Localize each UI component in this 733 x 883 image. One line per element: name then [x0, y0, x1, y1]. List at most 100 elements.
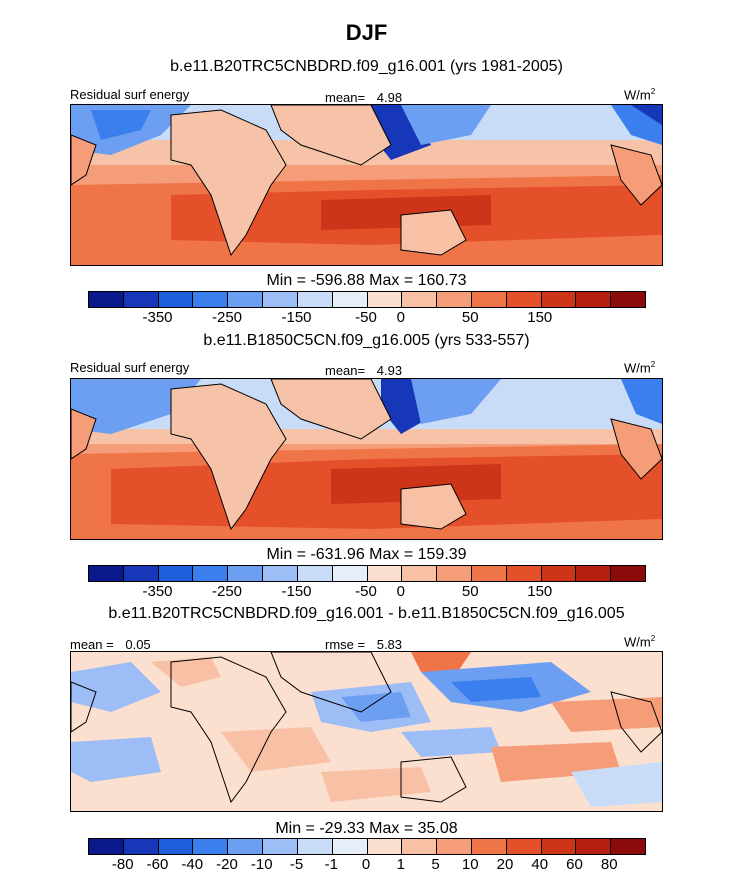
- colorbar-swatch: [367, 839, 403, 854]
- colorbar-tick-label: 40: [531, 856, 549, 873]
- colorbar-swatch: [89, 839, 124, 854]
- colorbar-swatch: [402, 566, 438, 581]
- panel3-map: [70, 651, 663, 812]
- panel2-colorbar: [88, 565, 646, 582]
- colorbar-tick-label: 80: [600, 856, 618, 873]
- colorbar-swatch: [193, 839, 229, 854]
- colorbar-swatch: [437, 292, 472, 307]
- colorbar-swatch: [541, 839, 577, 854]
- colorbar-swatch: [228, 292, 264, 307]
- panel1-mean: mean= 4.98: [325, 90, 402, 105]
- panel2-mean: mean= 4.93: [325, 363, 402, 378]
- colorbar-tick-label: 0: [361, 856, 371, 873]
- colorbar-swatch: [193, 566, 229, 581]
- colorbar-tick-label: 50: [461, 309, 479, 326]
- colorbar-tick-label: 1: [396, 856, 405, 873]
- colorbar-swatch: [89, 566, 124, 581]
- colorbar-tick-label: 20: [496, 856, 514, 873]
- panel2-mean-label: mean=: [325, 363, 366, 378]
- colorbar-swatch: [332, 839, 368, 854]
- panel3-rmse-label: rmse =: [325, 637, 366, 652]
- colorbar-tick-label: 10: [461, 856, 479, 873]
- colorbar-swatch: [541, 292, 577, 307]
- colorbar-swatch: [576, 839, 612, 854]
- colorbar-swatch: [576, 292, 612, 307]
- panel2-colorbar-ticks: -350 -250 -150 -50 0 50 150: [88, 583, 646, 601]
- colorbar-tick-label: -50: [355, 309, 377, 326]
- panel3-mean-label: mean =: [70, 637, 114, 652]
- colorbar-swatch: [158, 839, 194, 854]
- panel2-variable-label: Residual surf energy: [70, 360, 190, 375]
- colorbar-swatch: [297, 839, 333, 854]
- colorbar-tick-label: -60: [146, 856, 169, 873]
- panel3-rmse-value: 5.83: [376, 637, 403, 652]
- panel2-units: W/m2: [624, 360, 656, 376]
- colorbar-swatch: [611, 839, 645, 854]
- colorbar-tick-label: 150: [527, 309, 553, 326]
- panel1-variable-label: Residual surf energy: [70, 87, 190, 102]
- panel1-mean-label: mean=: [325, 90, 366, 105]
- colorbar-swatch: [123, 292, 159, 307]
- colorbar-swatch: [506, 292, 542, 307]
- colorbar-swatch: [332, 566, 368, 581]
- colorbar-tick-label: -250: [211, 583, 243, 600]
- colorbar-tick-label: -250: [211, 309, 243, 326]
- colorbar-swatch: [193, 292, 229, 307]
- colorbar-tick-label: 60: [566, 856, 583, 873]
- colorbar-swatch: [123, 566, 159, 581]
- colorbar-swatch: [123, 839, 159, 854]
- panel3-colorbar-ticks: -80 -60 -40 -20 -10 -5 -1 0 1 5 10 20 40 60 80: [88, 856, 646, 874]
- panel3-rmse: rmse = 5.83: [325, 637, 402, 652]
- colorbar-tick-label: -5: [289, 856, 304, 873]
- panel3-units: W/m2: [624, 634, 656, 650]
- panel1-map: [70, 104, 663, 266]
- colorbar-swatch: [506, 839, 542, 854]
- colorbar-tick-label: 5: [431, 856, 440, 873]
- colorbar-tick-label: -350: [142, 309, 173, 326]
- colorbar-swatch: [437, 566, 472, 581]
- colorbar-tick-label: -1: [324, 856, 338, 873]
- colorbar-swatch: [611, 292, 645, 307]
- panel2-map: [70, 378, 663, 540]
- colorbar-swatch: [471, 566, 507, 581]
- panel1-case-title: b.e11.B20TRC5CNBDRD.f09_g16.001 (yrs 198…: [170, 58, 563, 75]
- panel2-mean-value: 4.93: [376, 363, 403, 378]
- colorbar-tick-label: -350: [142, 583, 173, 600]
- colorbar-swatch: [437, 839, 472, 854]
- colorbar-swatch: [89, 292, 124, 307]
- colorbar-swatch: [228, 839, 264, 854]
- colorbar-tick-label: 150: [527, 583, 553, 600]
- figure-title: DJF: [345, 20, 388, 45]
- colorbar-swatch: [228, 566, 264, 581]
- panel3-colorbar: [88, 838, 646, 855]
- colorbar-tick-label: -40: [181, 856, 204, 873]
- colorbar-swatch: [611, 566, 645, 581]
- panel3-mean: mean = 0.05: [70, 637, 151, 652]
- colorbar-swatch: [471, 839, 507, 854]
- panel1-units: W/m2: [624, 87, 656, 103]
- colorbar-swatch: [332, 292, 368, 307]
- panel1-colorbar: [88, 291, 646, 308]
- panel2-case-title: b.e11.B1850C5CN.f09_g16.005 (yrs 533-557…: [203, 332, 530, 349]
- colorbar-tick-label: 0: [396, 583, 405, 600]
- panel1-colorbar-ticks: -350 -250 -150 -50 0 50 150: [88, 309, 646, 327]
- colorbar-swatch: [158, 292, 194, 307]
- panel1-minmax: Min = -596.88 Max = 160.73: [266, 272, 467, 289]
- colorbar-swatch: [263, 292, 298, 307]
- colorbar-swatch: [297, 292, 333, 307]
- panel3-case-title: b.e11.B20TRC5CNBDRD.f09_g16.001 - b.e11.…: [108, 605, 625, 622]
- colorbar-tick-label: -10: [250, 856, 273, 873]
- colorbar-swatch: [158, 566, 194, 581]
- colorbar-swatch: [402, 292, 438, 307]
- colorbar-swatch: [576, 566, 612, 581]
- panel3-mean-value: 0.05: [125, 637, 151, 652]
- colorbar-swatch: [367, 292, 403, 307]
- colorbar-tick-label: 50: [461, 583, 479, 600]
- colorbar-swatch: [402, 839, 438, 854]
- colorbar-swatch: [263, 566, 298, 581]
- colorbar-tick-label: -50: [355, 583, 377, 600]
- colorbar-tick-label: -80: [111, 856, 134, 873]
- panel1-mean-value: 4.98: [376, 90, 403, 105]
- colorbar-tick-label: -20: [216, 856, 238, 873]
- colorbar-swatch: [471, 292, 507, 307]
